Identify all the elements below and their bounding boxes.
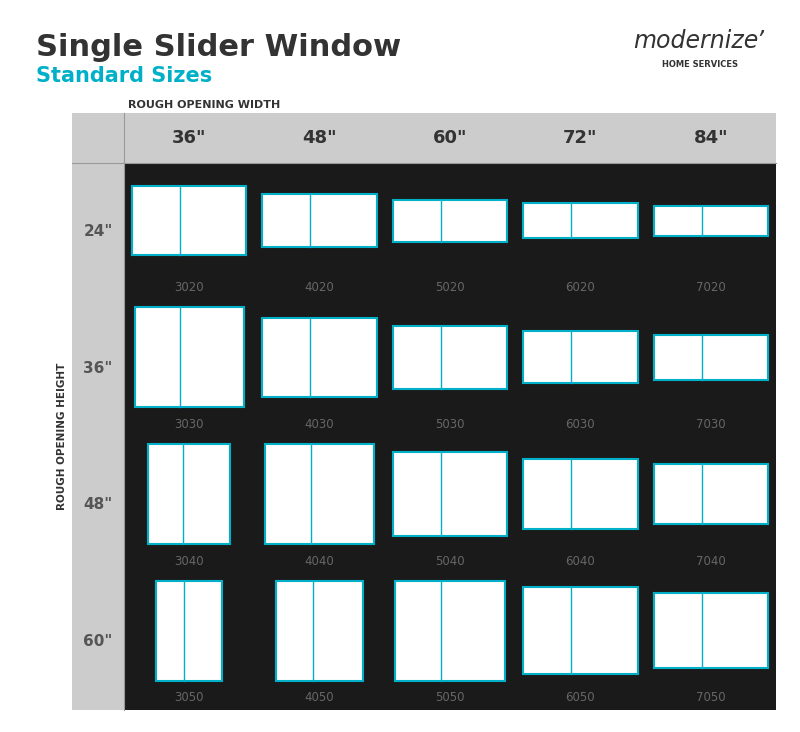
- Text: 3030: 3030: [174, 418, 204, 431]
- Text: 6030: 6030: [566, 418, 595, 431]
- Text: 3050: 3050: [174, 692, 204, 704]
- Text: 5050: 5050: [435, 692, 465, 704]
- Text: 24": 24": [83, 224, 113, 239]
- Text: 48": 48": [302, 130, 337, 147]
- Text: 84": 84": [694, 130, 728, 147]
- Text: 7030: 7030: [696, 418, 726, 431]
- Text: 60": 60": [433, 130, 467, 147]
- Text: 6050: 6050: [566, 692, 595, 704]
- Text: 60": 60": [83, 634, 113, 649]
- Text: HOME SERVICES: HOME SERVICES: [662, 60, 738, 69]
- Text: 7050: 7050: [696, 692, 726, 704]
- Text: 6020: 6020: [566, 281, 595, 294]
- Text: Single Slider Window: Single Slider Window: [36, 33, 401, 62]
- Text: 5040: 5040: [435, 555, 465, 568]
- Text: 4030: 4030: [305, 418, 334, 431]
- Text: 48": 48": [83, 498, 113, 512]
- Text: 7040: 7040: [696, 555, 726, 568]
- Text: ROUGH OPENING WIDTH: ROUGH OPENING WIDTH: [128, 100, 280, 110]
- Text: 4050: 4050: [305, 692, 334, 704]
- Text: 36": 36": [83, 361, 113, 376]
- Text: ROUGH OPENING HEIGHT: ROUGH OPENING HEIGHT: [58, 363, 67, 510]
- Text: 3020: 3020: [174, 281, 204, 294]
- Text: 5030: 5030: [435, 418, 465, 431]
- Text: 7020: 7020: [696, 281, 726, 294]
- Text: 36": 36": [172, 130, 206, 147]
- Text: 4040: 4040: [305, 555, 334, 568]
- Text: 3040: 3040: [174, 555, 204, 568]
- Text: 5020: 5020: [435, 281, 465, 294]
- Text: 6040: 6040: [566, 555, 595, 568]
- Text: 4020: 4020: [305, 281, 334, 294]
- Text: modernizeʼ: modernizeʼ: [634, 29, 766, 53]
- Text: 72": 72": [563, 130, 598, 147]
- Text: Standard Sizes: Standard Sizes: [36, 66, 212, 86]
